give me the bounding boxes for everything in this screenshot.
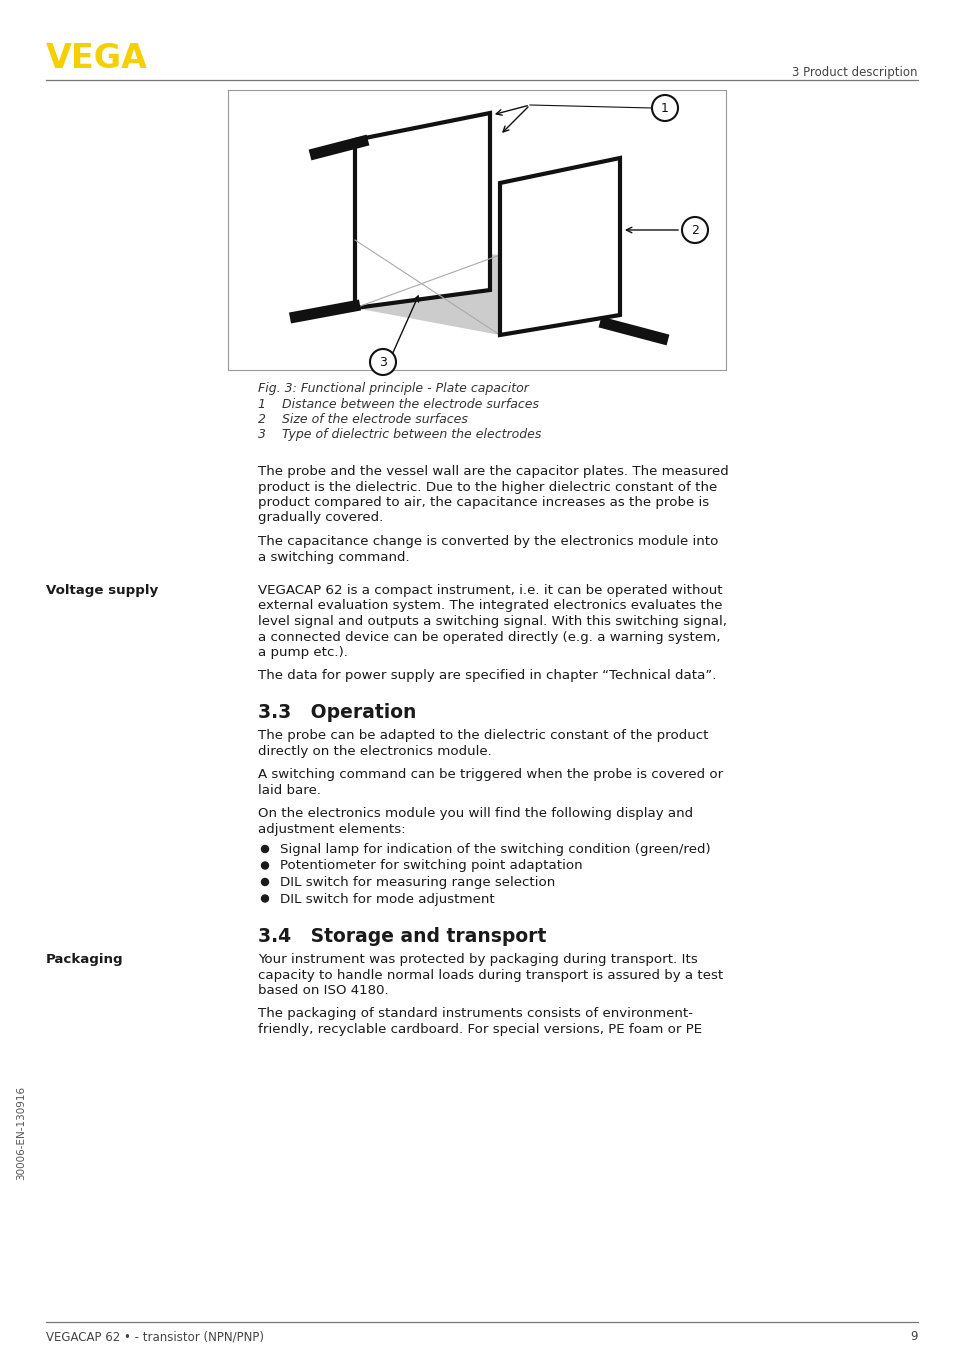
Text: 9: 9: [909, 1330, 917, 1343]
Text: Fig. 3: Functional principle - Plate capacitor: Fig. 3: Functional principle - Plate cap…: [257, 382, 528, 395]
Text: product is the dielectric. Due to the higher dielectric constant of the: product is the dielectric. Due to the hi…: [257, 481, 717, 493]
Circle shape: [261, 862, 268, 869]
Circle shape: [370, 349, 395, 375]
Text: On the electronics module you will find the following display and: On the electronics module you will find …: [257, 807, 693, 821]
Text: capacity to handle normal loads during transport is assured by a test: capacity to handle normal loads during t…: [257, 968, 722, 982]
Text: Potentiometer for switching point adaptation: Potentiometer for switching point adapta…: [280, 860, 582, 872]
Text: based on ISO 4180.: based on ISO 4180.: [257, 984, 388, 997]
Circle shape: [261, 845, 268, 853]
Text: 3.3   Operation: 3.3 Operation: [257, 703, 416, 722]
Circle shape: [261, 895, 268, 902]
Text: a switching command.: a switching command.: [257, 551, 410, 563]
Polygon shape: [355, 240, 499, 334]
Circle shape: [681, 217, 707, 242]
Text: Packaging: Packaging: [46, 953, 124, 965]
Text: Voltage supply: Voltage supply: [46, 584, 158, 597]
Text: a pump etc.).: a pump etc.).: [257, 646, 348, 659]
Circle shape: [651, 95, 678, 121]
Text: The capacitance change is converted by the electronics module into: The capacitance change is converted by t…: [257, 535, 718, 548]
Circle shape: [261, 879, 268, 886]
Text: directly on the electronics module.: directly on the electronics module.: [257, 745, 492, 757]
Text: 1: 1: [660, 102, 668, 115]
Polygon shape: [499, 158, 619, 334]
Text: level signal and outputs a switching signal. With this switching signal,: level signal and outputs a switching sig…: [257, 615, 726, 628]
Text: 3    Type of dielectric between the electrodes: 3 Type of dielectric between the electro…: [257, 428, 540, 441]
Text: adjustment elements:: adjustment elements:: [257, 822, 405, 835]
Text: VEGA: VEGA: [46, 42, 148, 74]
Text: VEGACAP 62 • - transistor (NPN/PNP): VEGACAP 62 • - transistor (NPN/PNP): [46, 1330, 264, 1343]
Text: DIL switch for mode adjustment: DIL switch for mode adjustment: [280, 892, 495, 906]
Text: The packaging of standard instruments consists of environment-: The packaging of standard instruments co…: [257, 1007, 692, 1021]
Text: The data for power supply are specified in chapter “Technical data”.: The data for power supply are specified …: [257, 669, 716, 682]
Text: A switching command can be triggered when the probe is covered or: A switching command can be triggered whe…: [257, 768, 722, 781]
Polygon shape: [355, 112, 490, 307]
Text: DIL switch for measuring range selection: DIL switch for measuring range selection: [280, 876, 555, 890]
Text: Your instrument was protected by packaging during transport. Its: Your instrument was protected by packagi…: [257, 953, 697, 965]
Text: VEGACAP 62 is a compact instrument, i.e. it can be operated without: VEGACAP 62 is a compact instrument, i.e.…: [257, 584, 721, 597]
Text: friendly, recyclable cardboard. For special versions, PE foam or PE: friendly, recyclable cardboard. For spec…: [257, 1024, 701, 1036]
Text: 3: 3: [378, 356, 387, 368]
Text: The probe and the vessel wall are the capacitor plates. The measured: The probe and the vessel wall are the ca…: [257, 464, 728, 478]
Text: laid bare.: laid bare.: [257, 784, 321, 796]
Text: 3 Product description: 3 Product description: [792, 66, 917, 79]
Text: 2: 2: [690, 223, 699, 237]
Text: 2    Size of the electrode surfaces: 2 Size of the electrode surfaces: [257, 413, 467, 427]
Text: 1    Distance between the electrode surfaces: 1 Distance between the electrode surface…: [257, 398, 538, 412]
Text: 30006-EN-130916: 30006-EN-130916: [16, 1086, 26, 1179]
Text: 3.4   Storage and transport: 3.4 Storage and transport: [257, 927, 546, 946]
Text: The probe can be adapted to the dielectric constant of the product: The probe can be adapted to the dielectr…: [257, 728, 708, 742]
Text: a connected device can be operated directly (e.g. a warning system,: a connected device can be operated direc…: [257, 631, 720, 643]
Text: external evaluation system. The integrated electronics evaluates the: external evaluation system. The integrat…: [257, 600, 721, 612]
Text: Signal lamp for indication of the switching condition (green/red): Signal lamp for indication of the switch…: [280, 844, 710, 856]
Text: product compared to air, the capacitance increases as the probe is: product compared to air, the capacitance…: [257, 496, 708, 509]
Text: gradually covered.: gradually covered.: [257, 512, 383, 524]
